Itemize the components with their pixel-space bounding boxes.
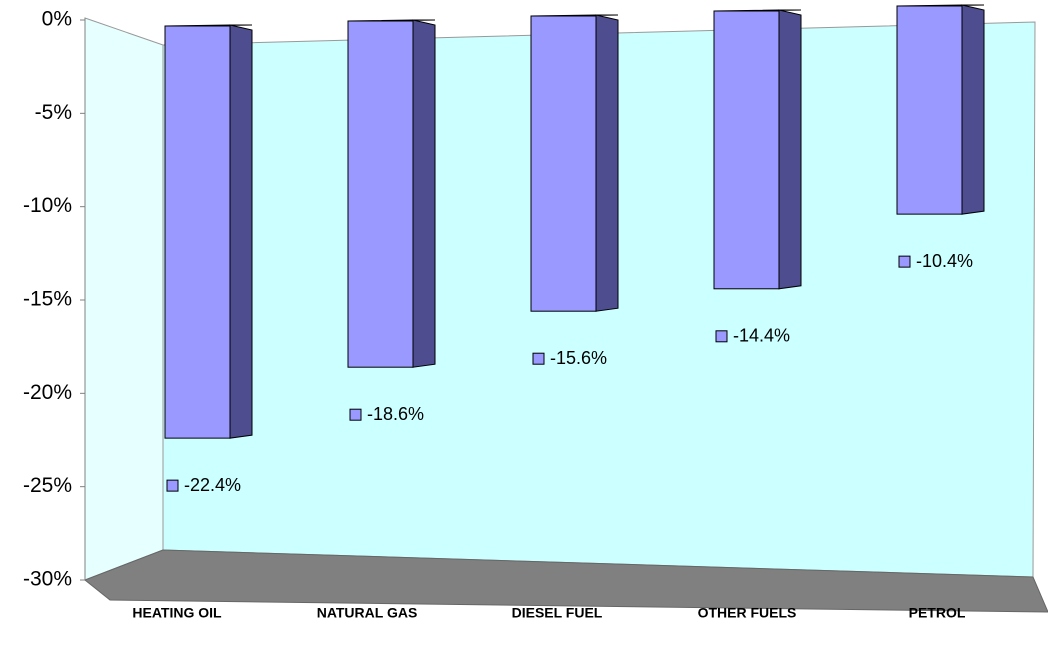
- value-label-key: [898, 255, 911, 268]
- bar-side: [961, 4, 985, 215]
- value-label: -10.4%: [916, 251, 973, 271]
- x-tick-label: OTHER FUELS: [698, 605, 797, 621]
- bar: [530, 15, 597, 312]
- y-tick-label: 0%: [42, 8, 72, 31]
- value-label: -18.6%: [367, 404, 424, 424]
- side-wall: [84, 17, 164, 581]
- value-label-key: [166, 479, 179, 492]
- y-tick-label: -15%: [23, 288, 72, 311]
- bar-side: [412, 19, 436, 368]
- value-label-key: [715, 330, 728, 343]
- floor: [84, 549, 1048, 613]
- value-label-key: [532, 352, 545, 365]
- y-tick-label: -25%: [23, 474, 72, 497]
- value-label-key: [349, 408, 362, 421]
- x-tick-label: PETROL: [909, 605, 966, 621]
- x-tick-label: DIESEL FUEL: [512, 605, 603, 621]
- bar: [347, 20, 414, 368]
- value-label: -15.6%: [550, 348, 607, 368]
- y-tick-label: -5%: [35, 101, 72, 124]
- y-tick-label: -10%: [23, 194, 72, 217]
- bar-side: [229, 24, 253, 439]
- x-tick-label: NATURAL GAS: [317, 605, 418, 621]
- bar-side: [778, 9, 802, 290]
- x-tick-label: HEATING OIL: [132, 605, 222, 621]
- y-tick-label: -30%: [23, 568, 72, 591]
- bar: [713, 10, 780, 290]
- bar-side: [595, 14, 619, 312]
- value-label: -22.4%: [184, 475, 241, 495]
- bar: [164, 25, 231, 439]
- value-label: -14.4%: [733, 326, 790, 346]
- y-tick-label: -20%: [23, 381, 72, 404]
- bar: [896, 5, 963, 215]
